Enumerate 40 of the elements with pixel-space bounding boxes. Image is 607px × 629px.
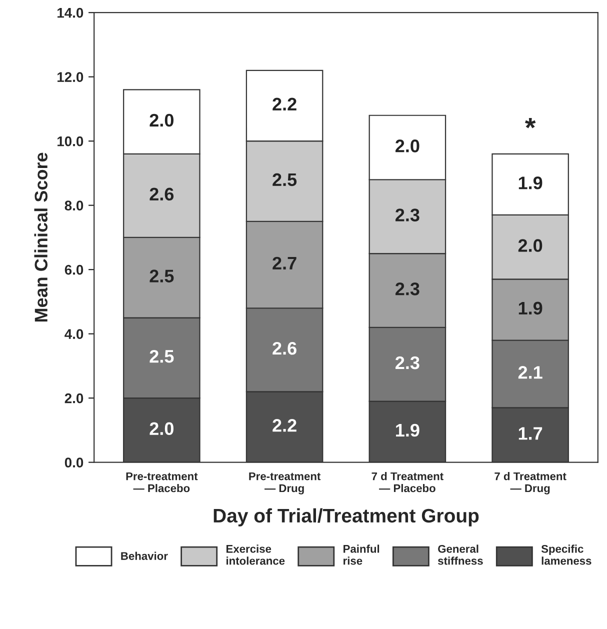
x-tick-label: Pre-treatment — Placebo [126, 472, 198, 492]
y-tick-label: 2.0 [64, 393, 84, 404]
legend-label: Painful rise [344, 544, 380, 565]
data-label: 2.6 [272, 342, 296, 355]
data-label: 1.9 [396, 424, 420, 437]
x-tick-label: Pre-treatment — Drug [249, 472, 321, 494]
data-label: 2.1 [518, 366, 542, 379]
legend-label: Behavior [121, 552, 168, 560]
data-label: 2.0 [150, 422, 174, 436]
y-tick-label: 6.0 [64, 264, 84, 275]
data-label: 2.3 [396, 282, 420, 296]
y-tick-label: 8.0 [64, 200, 84, 210]
data-label: 1.9 [518, 302, 542, 315]
legend-label: General stiffness [438, 544, 483, 565]
data-label: 2.5 [150, 350, 174, 363]
data-label: 1.9 [518, 176, 542, 190]
data-label: 1.7 [518, 427, 542, 440]
y-tick-label: 10.0 [58, 136, 84, 146]
x-axis-title: Day of Trial/Treatment Group [214, 508, 479, 526]
annotation: * [524, 118, 536, 128]
y-tick-label: 12.0 [58, 72, 84, 82]
data-label: 2.2 [272, 419, 296, 432]
y-tick-label: 0.0 [64, 458, 84, 468]
x-tick-label: 7 d Treatment — Placebo [372, 472, 444, 492]
data-label: 2.7 [272, 256, 296, 270]
data-label: 2.0 [396, 140, 420, 152]
legend-label: Specific lameness [541, 544, 592, 565]
y-axis-title: Mean Clinical Score [34, 152, 48, 322]
data-label: 2.0 [150, 114, 174, 127]
legend-label: Exercise intolerance [226, 544, 285, 565]
data-label: 2.6 [150, 188, 174, 201]
x-tick-label: 7 d Treatment — Drug [494, 472, 566, 494]
data-label: 2.5 [272, 173, 297, 186]
data-label: 2.0 [518, 239, 542, 252]
y-tick-label: 14.0 [58, 8, 84, 18]
data-label: 2.3 [396, 356, 420, 370]
y-tick-label: 4.0 [64, 329, 84, 339]
data-label: 2.3 [396, 208, 420, 222]
data-label: 2.5 [150, 270, 174, 282]
data-label: 2.2 [272, 98, 296, 110]
